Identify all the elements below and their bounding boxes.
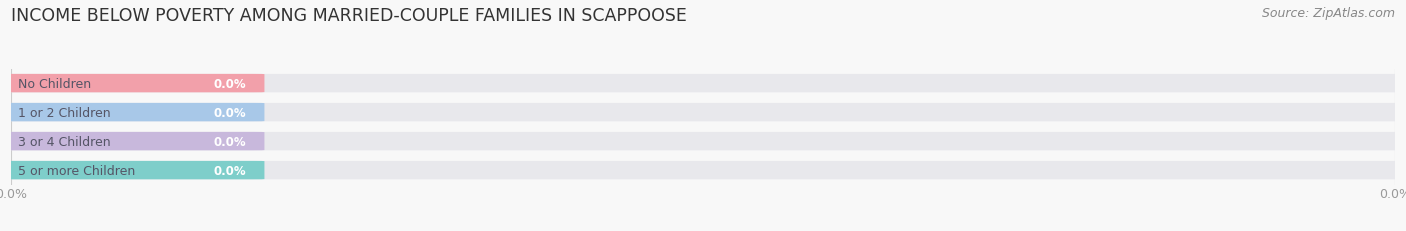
Text: 0.0%: 0.0% [214, 164, 246, 177]
Text: 0.0%: 0.0% [214, 77, 246, 90]
Text: 0.0%: 0.0% [214, 135, 246, 148]
Text: Source: ZipAtlas.com: Source: ZipAtlas.com [1261, 7, 1395, 20]
Text: 5 or more Children: 5 or more Children [18, 164, 135, 177]
FancyBboxPatch shape [0, 75, 264, 93]
FancyBboxPatch shape [0, 132, 264, 151]
Text: 0.0%: 0.0% [214, 106, 246, 119]
Text: No Children: No Children [18, 77, 91, 90]
Text: 1 or 2 Children: 1 or 2 Children [18, 106, 111, 119]
FancyBboxPatch shape [0, 132, 1406, 151]
FancyBboxPatch shape [0, 161, 1406, 179]
FancyBboxPatch shape [0, 161, 264, 179]
Text: INCOME BELOW POVERTY AMONG MARRIED-COUPLE FAMILIES IN SCAPPOOSE: INCOME BELOW POVERTY AMONG MARRIED-COUPL… [11, 7, 688, 25]
FancyBboxPatch shape [0, 103, 264, 122]
Text: 3 or 4 Children: 3 or 4 Children [18, 135, 111, 148]
FancyBboxPatch shape [0, 103, 1406, 122]
FancyBboxPatch shape [0, 75, 1406, 93]
